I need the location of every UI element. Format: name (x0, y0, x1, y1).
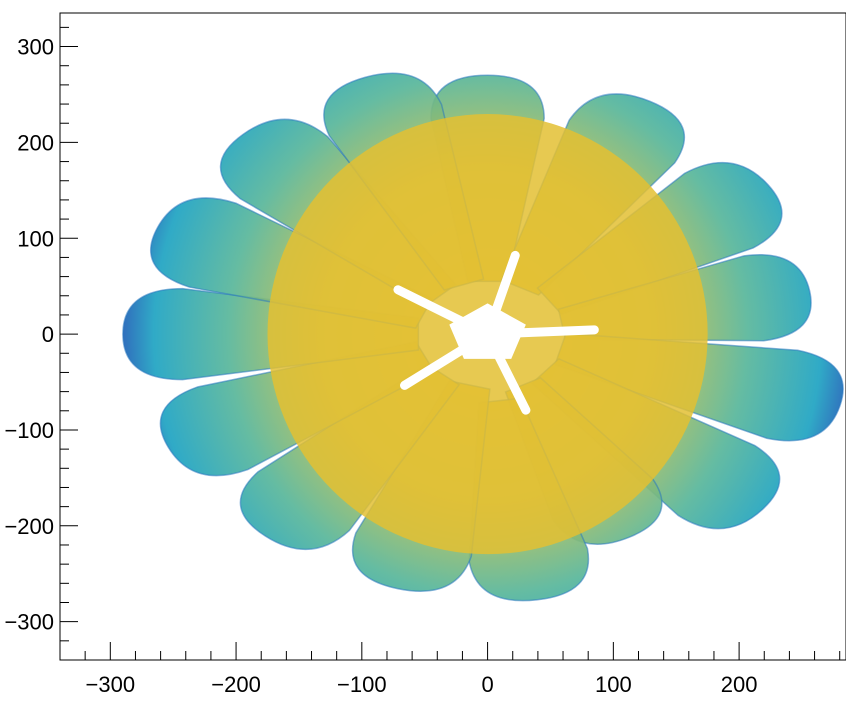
x-tick-label: 200 (721, 672, 758, 697)
lobes-layer (123, 73, 843, 600)
y-tick-label: 300 (17, 35, 54, 60)
x-tick-label: −100 (337, 672, 387, 697)
y-tick-label: 0 (42, 322, 54, 347)
slit-4 (513, 330, 595, 333)
y-tick-label: 100 (17, 226, 54, 251)
y-tick-label: −200 (4, 514, 54, 539)
x-tick-label: −200 (211, 672, 261, 697)
y-tick-label: −300 (4, 610, 54, 635)
x-tick-label: 0 (481, 672, 493, 697)
x-tick-label: −300 (86, 672, 136, 697)
x-tick-label: 100 (595, 672, 632, 697)
y-tick-label: −100 (4, 418, 54, 443)
y-tick-label: 200 (17, 130, 54, 155)
